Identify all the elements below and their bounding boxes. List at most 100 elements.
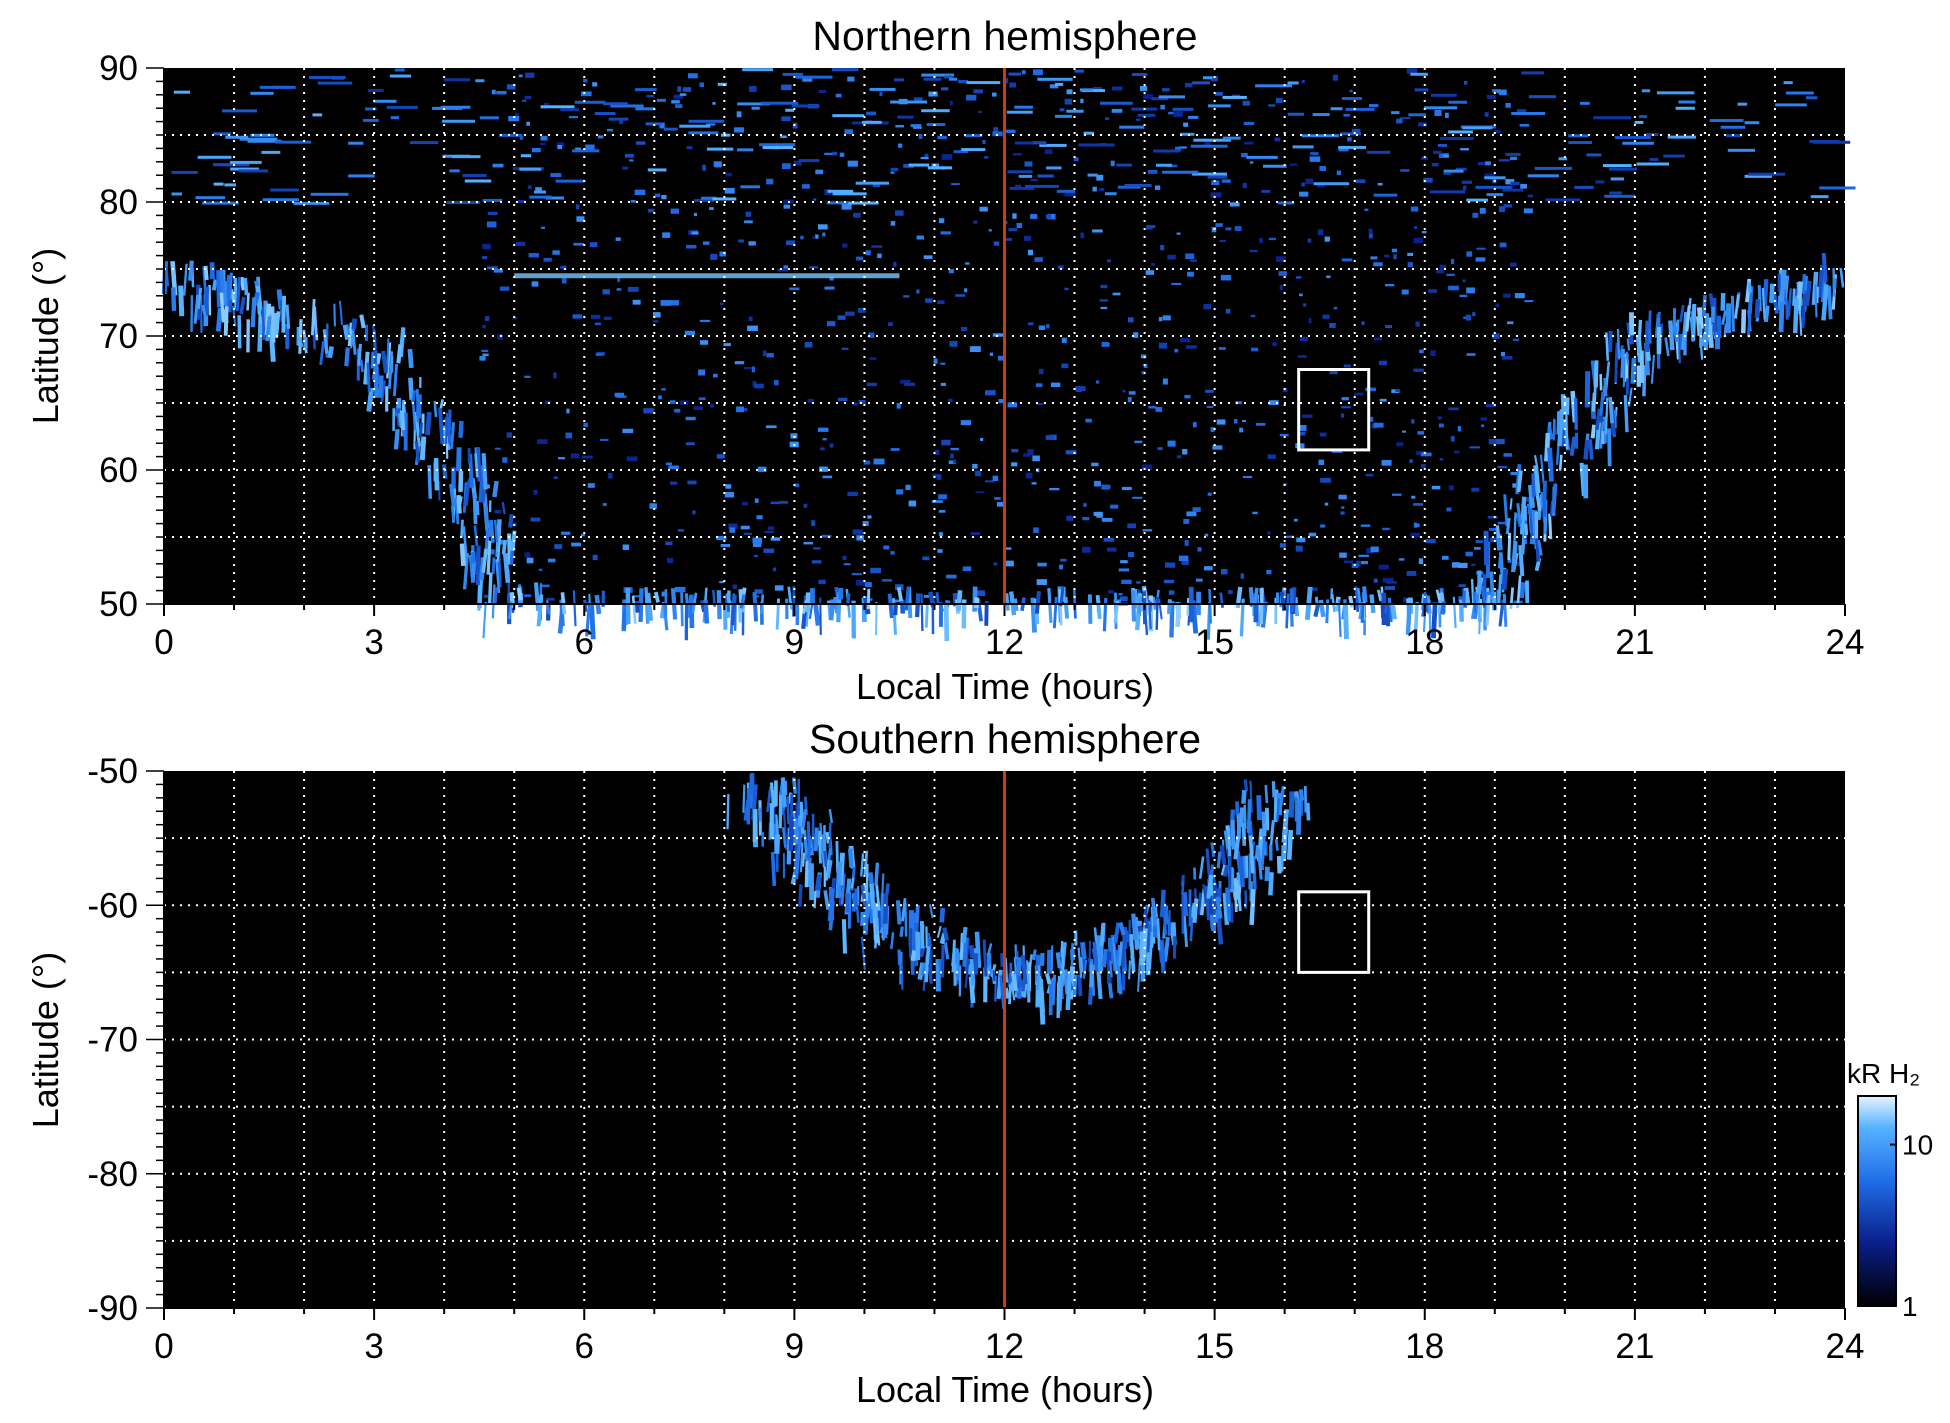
panel-north-emission-streak [1519,581,1526,599]
panel-north-emission-speckle [1524,300,1534,303]
panel-north-x-tick-label: 15 [1195,623,1234,662]
panel-north-emission-speckle [783,204,791,209]
panel-north-emission-streak [726,593,732,605]
panel-north-emission-speckle [1373,337,1383,341]
panel-north-emission-speckle [908,500,917,507]
panel-north-emission-polar-streak [1373,193,1398,197]
panel-north-emission-speckle [1364,208,1369,212]
panel-north-emission-speckle [738,239,745,243]
panel-south-emission-streak [1112,936,1117,974]
panel-north-emission-speckle [1174,348,1179,353]
panel-north-emission-streak [1747,282,1752,293]
panel-north-xlabel: Local Time (hours) [856,666,1154,707]
panel-north-emission-speckle [1162,378,1168,385]
panel-north-emission-speckle [853,212,861,218]
panel-north-emission-speckle [751,366,756,373]
panel-south-emission-streak [1264,866,1270,882]
panel-north-emission-polar-streak [795,75,833,79]
panel-north-emission-speckle [949,100,953,106]
panel-north-emission-streak [1792,288,1796,306]
panel-north-emission-speckle [871,245,883,248]
panel-south-emission-streak [1249,888,1256,926]
panel-north-emission-speckle [946,574,957,579]
panel-north-emission-speckle [1506,321,1514,325]
panel-north-emission-speckle [688,73,698,79]
panel-north-emission-speckle [1139,86,1148,91]
panel-north-emission-speckle [725,484,732,489]
panel-north-emission-streak [536,594,544,627]
panel-north-emission-speckle [709,404,715,408]
panel-north-emission-speckle [794,483,800,488]
panel-north-emission-streak [493,587,498,605]
panel-north-emission-polar-streak [1502,188,1524,192]
panel-north-emission-speckle [829,443,834,448]
panel-north-emission-polar-streak [270,188,299,192]
panel-north-emission-speckle [1094,480,1101,487]
panel-south-emission-streak [895,900,902,925]
panel-north-emission-polar-streak [250,133,275,137]
panel-north-emission-streak [887,593,894,619]
panel-north-emission-speckle [1066,515,1074,521]
panel-north-emission-polar-streak [173,90,191,94]
panel-north-emission-speckle [948,269,954,274]
panel-north-emission-polar-streak [645,122,662,126]
panel-north-emission-polar-streak [737,148,754,152]
panel-north-emission-polar-streak [1033,141,1046,145]
panel-north-emission-streak [924,603,929,628]
panel-north-emission-speckle [1233,419,1238,424]
panel-north-emission-speckle [1466,287,1475,294]
panel-north-emission-speckle [502,457,508,463]
panel-north-emission-speckle [732,584,737,589]
panel-north-emission-streak [1501,568,1509,590]
panel-north-emission-speckle [811,520,816,526]
panel-north-emission-speckle [1080,232,1085,239]
panel-north-emission-speckle [1488,438,1500,445]
panel-north-emission-streak [310,299,316,336]
panel-south-emission-streak [1227,827,1232,856]
panel-north-emission-speckle [1370,256,1378,260]
panel-north-emission-speckle [948,460,956,465]
panel-south-emission-streak [803,829,809,861]
panel-north-x-tick-label: 12 [985,623,1024,662]
panel-south-emission-streak [783,780,788,796]
panel-north-emission-speckle [748,316,753,322]
panel-north-emission-speckle [1382,577,1394,583]
panel-north-emission-speckle [1182,448,1188,455]
panel-north-emission-speckle [812,236,816,239]
panel-north-emission-polar-streak [1430,93,1457,97]
panel-north-emission-speckle [1431,162,1439,167]
panel-north-emission-speckle [1186,511,1197,517]
panel-north-emission-speckle [1136,581,1141,584]
panel-north-emission-speckle [1272,342,1277,346]
panel-north-emission-speckle [540,135,548,141]
panel-north-emission-streak [425,411,432,436]
panel-north-emission-speckle [499,286,510,291]
panel-north-emission-polar-streak [1207,175,1228,179]
panel-north-emission-speckle [1171,282,1182,285]
panel-north-emission-speckle [669,300,680,306]
panel-north-emission-speckle [1267,531,1271,535]
panel-north-emission-speckle [595,353,604,356]
panel-north-emission-speckle [1127,523,1137,529]
panel-north-emission-streak [585,601,592,637]
panel-north-y-tick-label: 60 [99,451,138,490]
panel-north-emission-speckle [896,489,904,495]
panel-north-emission-speckle [1446,507,1452,512]
panel-north-emission-speckle [1210,76,1218,82]
panel-south-emission-streak [974,931,982,969]
panel-north-emission-streak [1625,351,1630,365]
panel-north-emission-speckle [1061,337,1067,343]
panel-north-emission-speckle [764,530,774,534]
panel-north-emission-speckle [622,166,629,170]
panel-north-emission-speckle [629,159,634,162]
panel-north-emission-polar-streak [1748,172,1786,176]
panel-north-emission-speckle [931,163,939,170]
panel-north-emission-polar-streak [1475,185,1512,189]
panel-south-emission-streak [788,817,794,851]
panel-north-emission-polar-streak [317,81,353,85]
panel-north-emission-polar-streak [1180,132,1195,136]
panel-north-emission-speckle [894,210,904,216]
panel-north-emission-speckle [1308,317,1312,324]
panel-north-emission-streak [373,363,379,398]
